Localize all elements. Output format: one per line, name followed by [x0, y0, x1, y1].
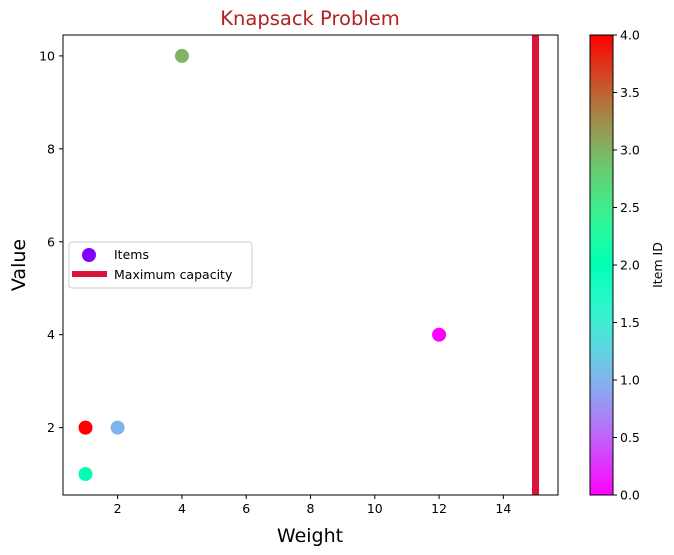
x-tick-label: 12: [431, 501, 447, 516]
item-point-3: [174, 48, 189, 63]
y-tick-label: 2: [47, 420, 55, 435]
x-axis-title: Weight: [277, 525, 343, 547]
x-tick-label: 6: [242, 501, 250, 516]
x-tick-label: 2: [114, 501, 122, 516]
colorbar-label: Item ID: [650, 242, 665, 288]
y-tick-label: 6: [47, 234, 55, 249]
colorbar-tick-label: 1.0: [620, 373, 640, 388]
colorbar-tick-label: 1.5: [620, 315, 640, 330]
x-tick-label: 8: [307, 501, 315, 516]
legend: Items Maximum capacity: [68, 241, 253, 289]
x-tick-label: 10: [367, 501, 383, 516]
y-tick-label: 8: [47, 141, 55, 156]
y-tick-label: 10: [39, 48, 55, 63]
x-axis-ticks: 2 4 6 8 10 12 14: [114, 495, 511, 516]
y-tick-label: 4: [47, 327, 55, 342]
colorbar-tick-label: 2.0: [620, 258, 640, 273]
colorbar-tick-label: 0.5: [620, 430, 640, 445]
item-point-4: [78, 420, 93, 435]
colorbar-gradient: [589, 34, 614, 496]
x-tick-label: 4: [178, 501, 186, 516]
colorbar-tick-label: 0.0: [620, 488, 640, 503]
plot-area: [78, 35, 539, 495]
legend-box: [68, 241, 253, 289]
colorbar: 0.0 0.5 1.0 1.5 2.0 2.5 3.0 3.5 4.0 Item ID: [589, 28, 665, 503]
legend-label-items: Items: [114, 247, 149, 262]
colorbar-tick-label: 3.0: [620, 143, 640, 158]
colorbar-tick-label: 2.5: [620, 200, 640, 215]
y-axis-title: Value: [8, 239, 30, 291]
y-axis-ticks: 2 4 6 8 10: [39, 48, 63, 435]
legend-label-capacity: Maximum capacity: [114, 267, 233, 282]
item-point-2: [78, 467, 93, 482]
item-point-0: [432, 327, 447, 342]
legend-marker-items: [82, 248, 96, 262]
colorbar-ticks: 0.0 0.5 1.0 1.5 2.0 2.5 3.0 3.5 4.0: [613, 28, 640, 503]
item-point-1: [110, 420, 125, 435]
colorbar-tick-label: 4.0: [620, 28, 640, 43]
x-tick-label: 14: [495, 501, 511, 516]
chart-title: Knapsack Problem: [220, 7, 400, 30]
colorbar-tick-label: 3.5: [620, 85, 640, 100]
